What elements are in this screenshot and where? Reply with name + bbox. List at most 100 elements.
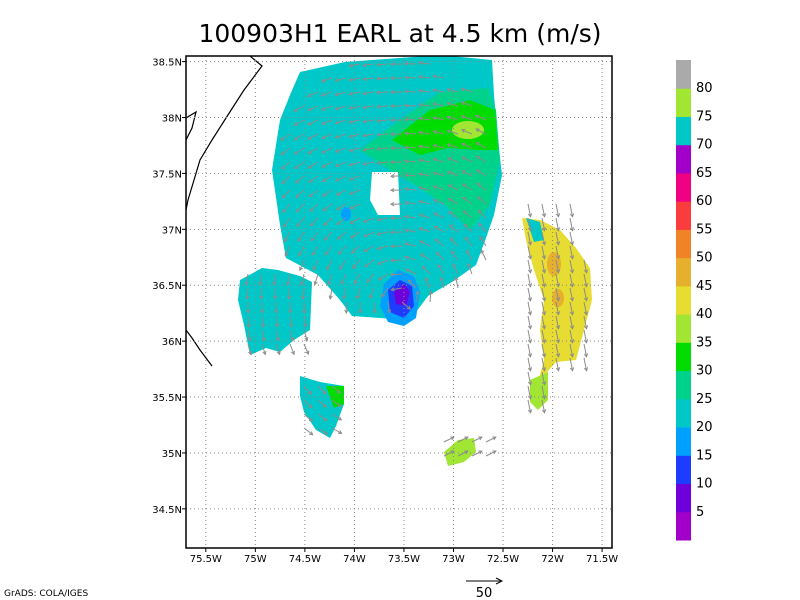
wind-vector xyxy=(331,413,343,421)
wind-vector xyxy=(461,156,473,163)
y-tick-label: 38.5N xyxy=(152,58,182,69)
wind-vector xyxy=(284,245,291,257)
colorbar-label: 60 xyxy=(696,194,713,209)
wind-vector xyxy=(569,287,575,302)
wind-vector xyxy=(288,301,293,315)
wind-vector xyxy=(541,315,547,330)
wind-vector xyxy=(376,245,389,251)
colorbar-label: 65 xyxy=(696,166,713,181)
wind-vector xyxy=(457,436,469,443)
wind-vector xyxy=(527,357,533,372)
wind-vector xyxy=(541,259,547,274)
colorbar-label: 70 xyxy=(696,138,713,153)
wind-vector xyxy=(260,301,265,315)
wind-vector xyxy=(366,273,375,284)
wind-vector xyxy=(259,287,264,301)
wind-vector xyxy=(446,101,459,107)
wind-vector xyxy=(323,231,333,241)
wind-vector xyxy=(452,263,459,275)
wind-vector xyxy=(446,115,459,121)
wind-vector xyxy=(362,91,375,96)
colorbar-label: 25 xyxy=(696,392,713,407)
wind-vector xyxy=(308,189,319,198)
wind-vector xyxy=(335,175,347,182)
wind-vector xyxy=(463,223,473,233)
colorbar-swatch xyxy=(676,201,691,230)
wind-vector xyxy=(527,399,533,414)
wind-vector xyxy=(303,329,309,342)
wind-vector xyxy=(569,357,575,372)
wind-vector xyxy=(336,231,347,240)
wind-vector xyxy=(569,217,575,232)
wind-vector xyxy=(348,91,361,96)
wind-vector xyxy=(432,143,445,149)
colorbar-swatch xyxy=(676,116,691,146)
x-tick-label: 73W xyxy=(442,554,465,565)
wind-vector xyxy=(401,301,412,310)
reference-arrowhead xyxy=(495,577,504,585)
wind-vector xyxy=(362,147,375,152)
wind-vector xyxy=(527,245,533,260)
wind-vector xyxy=(449,237,459,247)
colorbar-swatch xyxy=(676,342,691,372)
wind-vector xyxy=(527,231,533,246)
colorbar-label: 75 xyxy=(696,109,713,124)
wind-vector xyxy=(389,117,403,123)
vector-reference: 50 xyxy=(466,577,504,600)
wind-vector xyxy=(306,105,319,112)
wind-vector xyxy=(348,147,361,153)
wind-vector xyxy=(403,89,417,94)
wind-vector xyxy=(331,399,342,408)
wind-vector xyxy=(342,287,347,300)
wind-vector xyxy=(446,170,459,177)
colorbar-label: 35 xyxy=(696,335,713,350)
wind-vector xyxy=(541,329,547,344)
east-lightgreen-tail xyxy=(530,372,548,410)
colorbar-swatch xyxy=(676,88,691,117)
wind-vector xyxy=(527,217,533,232)
wind-vector xyxy=(527,385,533,400)
wind-vector xyxy=(317,399,328,408)
wind-vector xyxy=(307,147,319,154)
plot-frame xyxy=(185,55,613,549)
wind-vector xyxy=(432,171,445,177)
wind-vector xyxy=(376,160,389,166)
wind-vector xyxy=(317,385,327,395)
wind-vector xyxy=(302,301,307,315)
wind-vector xyxy=(555,287,561,302)
wind-vector xyxy=(303,343,310,356)
wind-vector xyxy=(555,203,561,218)
wind-vector xyxy=(287,287,292,300)
wind-vector xyxy=(404,200,417,206)
wind-vector xyxy=(372,301,377,315)
wind-speed-field xyxy=(238,56,592,466)
wind-vector xyxy=(418,144,431,149)
wind-vector xyxy=(403,131,417,136)
wind-vector xyxy=(320,77,333,83)
wind-vector xyxy=(293,119,305,126)
wind-vector xyxy=(418,74,431,80)
wind-vector xyxy=(362,161,375,166)
wind-vector xyxy=(433,212,445,219)
wind-vector xyxy=(377,273,389,281)
wind-vector xyxy=(348,161,361,167)
wind-vector xyxy=(541,217,547,232)
colorbar-label: 5 xyxy=(696,505,704,520)
colorbar-swatch xyxy=(676,144,691,174)
wind-vector xyxy=(261,329,266,342)
wind-vector xyxy=(362,133,375,138)
colorbar-label: 50 xyxy=(696,251,713,266)
wind-vector xyxy=(300,287,306,300)
wind-vector xyxy=(389,216,403,221)
colorbar-swatch xyxy=(676,172,691,202)
wind-vector xyxy=(527,371,533,386)
wind-vector xyxy=(583,343,589,358)
wind-vector xyxy=(389,159,403,165)
wind-vector xyxy=(297,231,305,242)
wind-vector xyxy=(404,255,417,261)
wind-vector xyxy=(376,132,389,137)
wind-vector xyxy=(461,142,473,149)
wind-vector xyxy=(480,249,487,261)
wind-vector xyxy=(364,259,375,268)
wind-vector xyxy=(475,169,487,177)
